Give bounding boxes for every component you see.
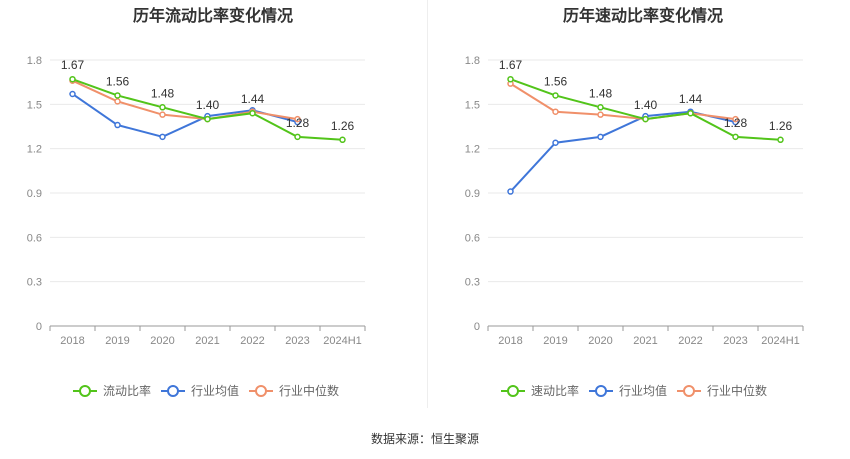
chart-divider bbox=[427, 0, 428, 408]
x-tick-label: 2018 bbox=[60, 335, 84, 347]
legend-item[interactable]: 速动比率 bbox=[501, 383, 579, 398]
data-point[interactable] bbox=[114, 98, 121, 105]
series-line bbox=[72, 79, 298, 121]
data-point[interactable] bbox=[597, 104, 604, 111]
y-tick-label: 0 bbox=[36, 321, 42, 333]
data-point[interactable] bbox=[732, 133, 739, 141]
x-tick-label: 2020 bbox=[150, 335, 174, 347]
data-point[interactable] bbox=[69, 90, 76, 98]
data-label: 1.67 bbox=[61, 58, 85, 72]
y-tick-label: 1.8 bbox=[465, 55, 480, 67]
x-tick-label: 2024H1 bbox=[323, 335, 362, 347]
x-tick-label: 2019 bbox=[543, 335, 567, 347]
data-point[interactable] bbox=[294, 115, 301, 123]
data-point[interactable] bbox=[552, 108, 559, 115]
data-point[interactable] bbox=[159, 111, 166, 118]
data-label: 1.44 bbox=[679, 92, 703, 106]
data-point[interactable] bbox=[339, 136, 346, 144]
y-tick-label: 0.6 bbox=[465, 232, 480, 244]
y-tick-label: 0.9 bbox=[27, 188, 42, 200]
x-tick-label: 2022 bbox=[240, 335, 264, 347]
chart-title: 历年流动比率变化情况 bbox=[133, 6, 293, 25]
y-tick-label: 1.8 bbox=[27, 55, 42, 67]
x-tick-label: 2021 bbox=[195, 335, 219, 347]
data-label: 1.67 bbox=[499, 58, 523, 72]
legend-item[interactable]: 行业均值 bbox=[589, 383, 667, 398]
y-tick-label: 0.3 bbox=[465, 277, 480, 289]
legend-item[interactable]: 行业中位数 bbox=[677, 383, 767, 398]
chart-title: 历年速动比率变化情况 bbox=[563, 6, 723, 25]
data-point[interactable] bbox=[732, 115, 739, 123]
series-line bbox=[509, 110, 736, 193]
legend-label: 行业中位数 bbox=[279, 383, 339, 398]
legend-label: 行业均值 bbox=[191, 383, 239, 398]
x-tick-label: 2023 bbox=[723, 335, 747, 347]
data-point[interactable] bbox=[249, 109, 256, 117]
data-label: 1.28 bbox=[286, 116, 310, 130]
x-tick-label: 2023 bbox=[285, 335, 309, 347]
data-label: 1.40 bbox=[634, 98, 658, 112]
x-tick-label: 2019 bbox=[105, 335, 129, 347]
data-point[interactable] bbox=[114, 92, 121, 99]
y-tick-label: 1.5 bbox=[465, 99, 480, 111]
legend-item[interactable]: 行业均值 bbox=[161, 383, 239, 398]
legend-marker bbox=[167, 385, 179, 397]
data-label: 1.28 bbox=[724, 116, 748, 130]
y-tick-label: 0.3 bbox=[27, 277, 42, 289]
data-label: 1.40 bbox=[196, 98, 220, 112]
legend-marker bbox=[255, 385, 267, 397]
legend-label: 流动比率 bbox=[103, 383, 151, 398]
data-point[interactable] bbox=[159, 133, 166, 141]
data-point[interactable] bbox=[552, 92, 559, 99]
y-tick-label: 1.5 bbox=[27, 99, 42, 111]
legend-label: 行业中位数 bbox=[707, 383, 767, 398]
series-line bbox=[509, 82, 736, 121]
y-tick-label: 0 bbox=[474, 321, 480, 333]
x-tick-label: 2021 bbox=[633, 335, 657, 347]
data-point[interactable] bbox=[159, 104, 166, 111]
current-ratio-chart: 历年流动比率变化情况 0 0.3 0.6 0.9 1.2 1.5 1.8 2018 2019 202… bbox=[27, 6, 366, 398]
x-tick-label: 2024H1 bbox=[761, 335, 800, 347]
legend-marker bbox=[79, 385, 91, 397]
data-point[interactable] bbox=[507, 75, 514, 83]
data-point[interactable] bbox=[204, 115, 211, 123]
legend-item[interactable]: 行业中位数 bbox=[249, 383, 339, 398]
legend-marker bbox=[507, 385, 519, 397]
data-label: 1.48 bbox=[151, 86, 175, 100]
data-point[interactable] bbox=[69, 75, 76, 83]
data-point[interactable] bbox=[642, 115, 649, 123]
x-tick-label: 2022 bbox=[678, 335, 702, 347]
data-label: 1.26 bbox=[331, 119, 355, 133]
legend-item[interactable]: 流动比率 bbox=[73, 383, 151, 398]
data-point[interactable] bbox=[114, 121, 121, 129]
legend-label: 行业均值 bbox=[619, 383, 667, 398]
data-label: 1.48 bbox=[589, 86, 613, 100]
legend-marker bbox=[683, 385, 695, 397]
data-point[interactable] bbox=[777, 136, 784, 144]
y-tick-label: 1.2 bbox=[465, 144, 480, 156]
data-point[interactable] bbox=[597, 111, 604, 118]
x-tick-label: 2020 bbox=[588, 335, 612, 347]
data-point[interactable] bbox=[597, 133, 604, 141]
y-tick-label: 1.2 bbox=[27, 144, 42, 156]
data-label: 1.44 bbox=[241, 92, 265, 106]
data-label: 1.56 bbox=[544, 74, 568, 88]
data-label: 1.56 bbox=[106, 74, 130, 88]
data-point[interactable] bbox=[294, 133, 301, 141]
data-point[interactable] bbox=[507, 188, 514, 195]
legend-marker bbox=[595, 385, 607, 397]
data-point[interactable] bbox=[687, 109, 694, 117]
x-tick-label: 2018 bbox=[498, 335, 522, 347]
legend-label: 速动比率 bbox=[531, 383, 579, 398]
data-source: 数据来源：恒生聚源 bbox=[370, 432, 479, 446]
quick-ratio-chart: 历年速动比率变化情况 0 0.3 0.6 0.9 1.2 1.5 1.8 2018 2019 202… bbox=[465, 6, 804, 398]
data-point[interactable] bbox=[552, 139, 559, 147]
data-label: 1.26 bbox=[769, 119, 793, 133]
y-tick-label: 0.9 bbox=[465, 188, 480, 200]
y-tick-label: 0.6 bbox=[27, 232, 42, 244]
